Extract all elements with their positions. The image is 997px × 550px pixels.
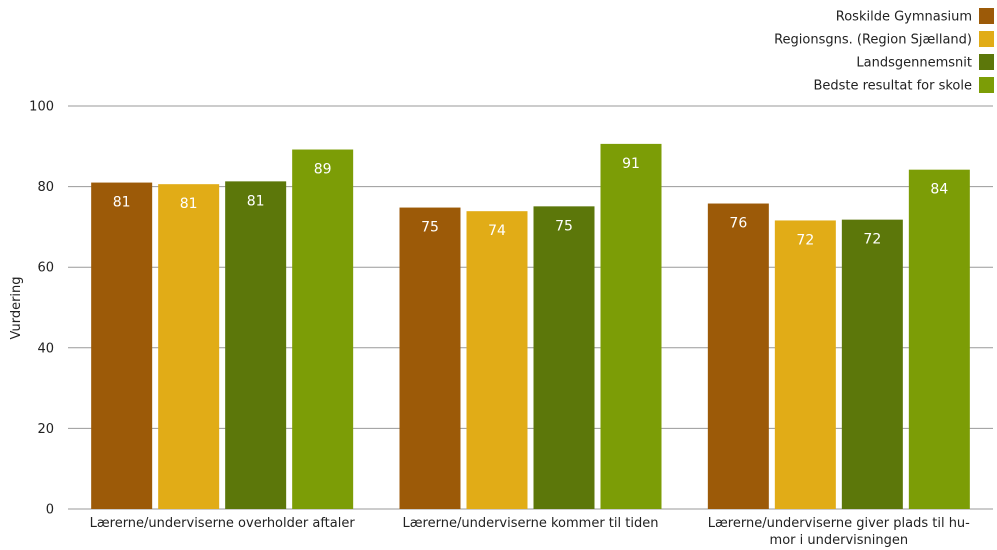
x-axis: Lærerne/underviserne overholder aftaler L…	[90, 516, 971, 548]
legend-swatch	[979, 54, 994, 70]
bar	[91, 182, 153, 509]
bar-value-label: 81	[113, 195, 131, 211]
y-tick-label: 60	[37, 261, 54, 276]
bar	[908, 169, 970, 509]
x-category-label: mor i undervisningen	[770, 533, 909, 548]
bar	[158, 184, 220, 509]
legend-label: Roskilde Gymnasium	[836, 10, 972, 25]
y-axis-title: Vurdering	[9, 276, 24, 339]
bar-value-label: 81	[247, 193, 265, 209]
x-category-label: Lærerne/underviserne overholder aftaler	[90, 516, 356, 531]
y-tick-label: 40	[37, 341, 54, 356]
bar-value-label: 75	[555, 218, 573, 234]
bar-value-label: 75	[421, 220, 439, 236]
bar-value-label: 72	[863, 232, 881, 248]
bar	[600, 143, 662, 509]
bar	[466, 211, 528, 510]
y-tick-label: 0	[46, 503, 54, 518]
y-tick-label: 80	[37, 180, 54, 195]
legend-swatch	[979, 8, 994, 24]
legend-label: Regionsgns. (Region Sjælland)	[774, 33, 972, 48]
bar	[225, 181, 287, 509]
legend: Roskilde Gymnasium Regionsgns. (Region Sj…	[774, 8, 994, 94]
bar	[774, 220, 836, 509]
bar	[841, 219, 903, 509]
y-tick-label: 100	[29, 100, 54, 115]
data-labels: 81 81 81 89 75 74 75 91 76 72 72 84	[113, 156, 949, 249]
legend-swatch	[979, 31, 994, 47]
bar-value-label: 84	[930, 182, 948, 198]
bar	[533, 206, 595, 510]
bar-value-label: 91	[622, 156, 640, 172]
x-category-label: Lærerne/underviserne giver plads til hu-	[708, 516, 970, 531]
bar-value-label: 72	[796, 232, 814, 248]
bar-value-label: 76	[729, 216, 747, 232]
bar-value-label: 81	[180, 196, 198, 212]
bar-value-label: 74	[488, 223, 506, 239]
x-category-label: Lærerne/underviserne kommer til tiden	[403, 516, 659, 531]
bar	[292, 149, 354, 510]
legend-swatch	[979, 77, 994, 93]
y-axis: 0 20 40 60 80 100	[29, 100, 54, 518]
bars	[91, 143, 970, 510]
bar	[399, 207, 461, 509]
y-tick-label: 20	[37, 422, 54, 437]
bar-value-label: 89	[314, 162, 332, 178]
legend-label: Bedste resultat for skole	[813, 79, 972, 94]
bar	[707, 203, 769, 509]
gridlines	[68, 105, 993, 510]
legend-label: Landsgennemsnit	[856, 56, 972, 71]
